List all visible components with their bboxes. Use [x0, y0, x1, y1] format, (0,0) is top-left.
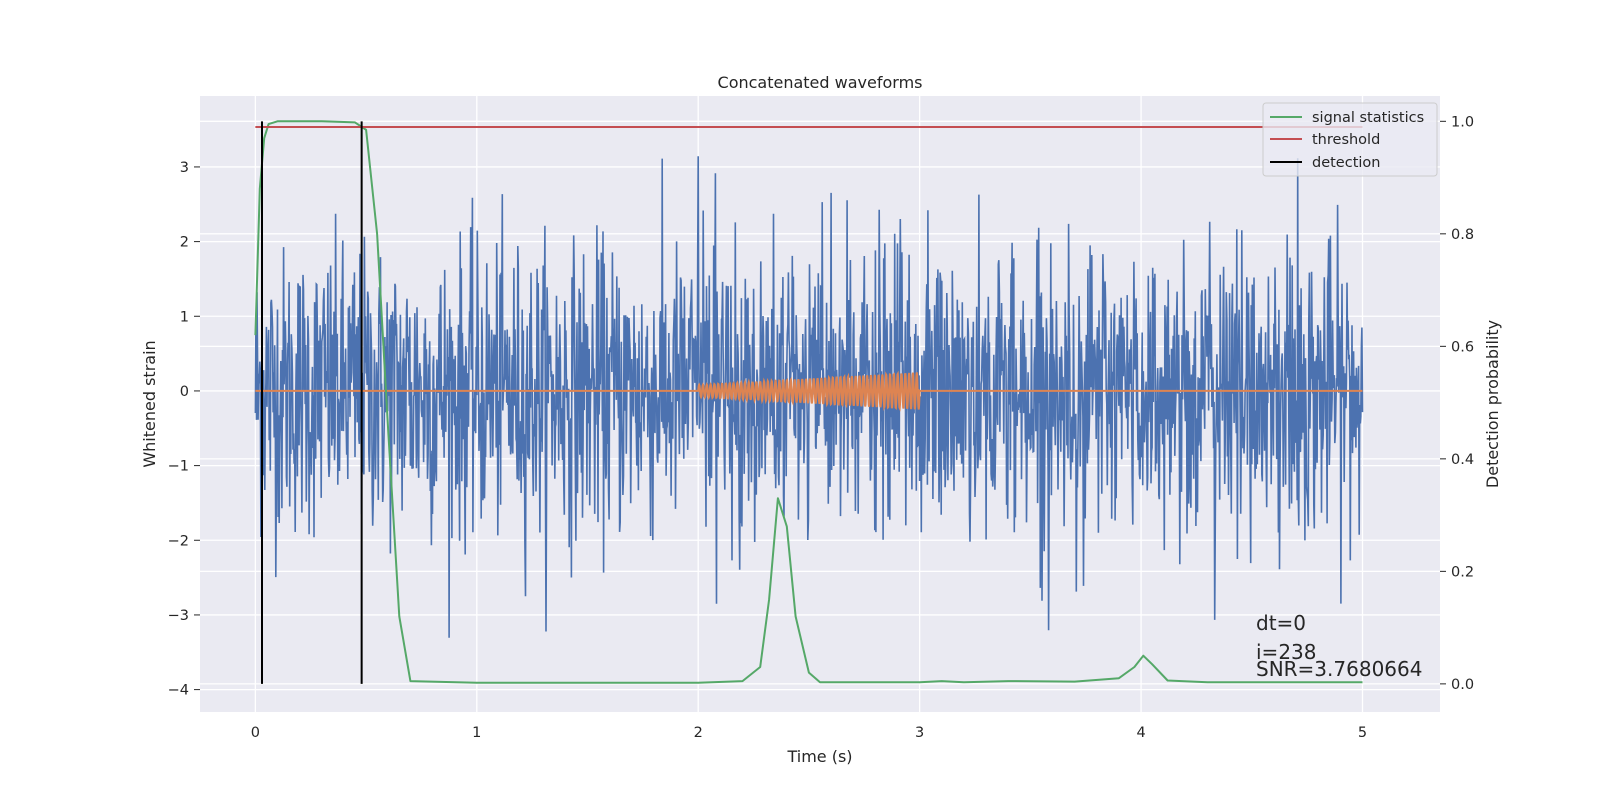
y2-tick-label: 0.4 [1451, 452, 1474, 468]
y-axis-label: Whitened strain [140, 340, 159, 467]
legend-box [1262, 102, 1438, 177]
y2-tick-label: 0.8 [1451, 227, 1474, 243]
y2-axis-label: Detection probability [1483, 320, 1502, 488]
chart-title: Concatenated waveforms [718, 73, 923, 92]
x-tick-label: 5 [1358, 725, 1367, 741]
y2-tick-label: 0.2 [1451, 564, 1474, 580]
y2-tick-label: 1.0 [1451, 114, 1474, 130]
y-tick-label: −4 [168, 683, 189, 699]
y2-tick-label: 0.6 [1451, 339, 1474, 355]
y-tick-label: 2 [180, 235, 189, 251]
y-tick-label: −3 [168, 608, 189, 624]
series-layer [254, 120, 1364, 684]
y-tick-label: −2 [168, 533, 189, 549]
y2-tick-label: 0.0 [1451, 677, 1474, 693]
x-tick-label: 0 [251, 725, 260, 741]
x-tick-label: 2 [694, 725, 703, 741]
x-tick-label: 4 [1136, 725, 1145, 741]
legend-label-detection: detection [1312, 155, 1380, 171]
x-tick-label: 1 [472, 725, 481, 741]
y-tick-label: 0 [180, 384, 189, 400]
signal-statistics-line [254, 120, 1363, 684]
ticks: 0 1 2 3 4 5 −4 −3 −2 −1 0 1 2 3 0.0 0.2 0.4 0.6 0.8 1.0 [168, 114, 1474, 741]
legend: signal statistics threshold detection [1262, 102, 1438, 177]
legend-label-threshold: threshold [1312, 132, 1380, 148]
x-tick-label: 3 [915, 725, 924, 741]
legend-label-signal-statistics: signal statistics [1312, 110, 1424, 126]
y-tick-label: 3 [180, 160, 189, 176]
annotation-index: i=238 [1256, 640, 1317, 664]
y-tick-label: 1 [180, 309, 189, 325]
x-axis-label: Time (s) [786, 747, 852, 766]
template-series-line [255, 370, 1363, 412]
y-tick-label: −1 [168, 459, 189, 475]
annotation-dt: dt=0 [1256, 611, 1306, 635]
annotation-snr: SNR=3.7680664 [1256, 657, 1422, 681]
